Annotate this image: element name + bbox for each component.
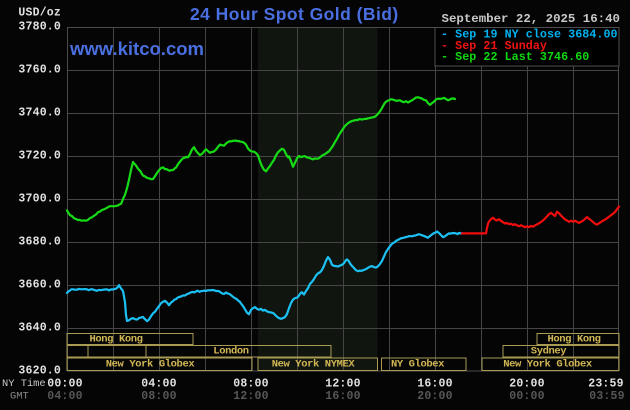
- svg-text:00:00: 00:00: [509, 390, 545, 403]
- svg-text:04:00: 04:00: [47, 390, 83, 403]
- svg-text:3660.0: 3660.0: [18, 279, 61, 292]
- svg-text:- Sep 21 Sunday: - Sep 21 Sunday: [441, 39, 547, 53]
- svg-text:03:59: 03:59: [589, 390, 625, 403]
- svg-text:16:00: 16:00: [325, 390, 361, 403]
- svg-text:New York Globex: New York Globex: [106, 359, 196, 371]
- svg-text:Hong Kong: Hong Kong: [89, 334, 142, 346]
- svg-text:NY Time: NY Time: [2, 378, 46, 390]
- svg-text:12:00: 12:00: [233, 390, 269, 403]
- svg-text:12:00: 12:00: [325, 378, 361, 391]
- svg-text:- Sep 19 NY close 3684.00: - Sep 19 NY close 3684.00: [441, 28, 618, 42]
- svg-text:3740.0: 3740.0: [18, 107, 61, 120]
- svg-text:08:00: 08:00: [141, 390, 177, 403]
- svg-text:NY Globex: NY Globex: [391, 359, 445, 371]
- svg-text:New York NYMEX: New York NYMEX: [272, 359, 356, 371]
- svg-text:GMT: GMT: [10, 391, 29, 403]
- svg-text:3760.0: 3760.0: [18, 64, 61, 77]
- svg-text:London: London: [213, 346, 249, 358]
- svg-text:20:00: 20:00: [417, 390, 453, 403]
- svg-text:3780.0: 3780.0: [18, 21, 61, 34]
- svg-text:Hong Kong: Hong Kong: [547, 334, 600, 346]
- svg-text:3720.0: 3720.0: [18, 150, 61, 163]
- svg-text:Sydney: Sydney: [531, 346, 568, 358]
- svg-text:USD/oz: USD/oz: [18, 7, 61, 20]
- svg-text:00:00: 00:00: [47, 378, 83, 391]
- svg-text:23:59: 23:59: [588, 378, 624, 391]
- svg-text:3640.0: 3640.0: [18, 322, 61, 335]
- svg-text:3700.0: 3700.0: [18, 193, 61, 206]
- svg-text:New York Globex: New York Globex: [503, 359, 593, 371]
- svg-text:September 22, 2025 16:40: September 22, 2025 16:40: [442, 12, 620, 26]
- svg-text:08:00: 08:00: [233, 378, 269, 391]
- svg-text:3620.0: 3620.0: [18, 365, 61, 378]
- svg-text:04:00: 04:00: [141, 378, 177, 391]
- svg-text:3680.0: 3680.0: [18, 236, 61, 249]
- svg-text:16:00: 16:00: [417, 378, 453, 391]
- svg-text:20:00: 20:00: [509, 378, 545, 391]
- svg-text:- Sep 22 Last 3746.60: - Sep 22 Last 3746.60: [441, 50, 589, 64]
